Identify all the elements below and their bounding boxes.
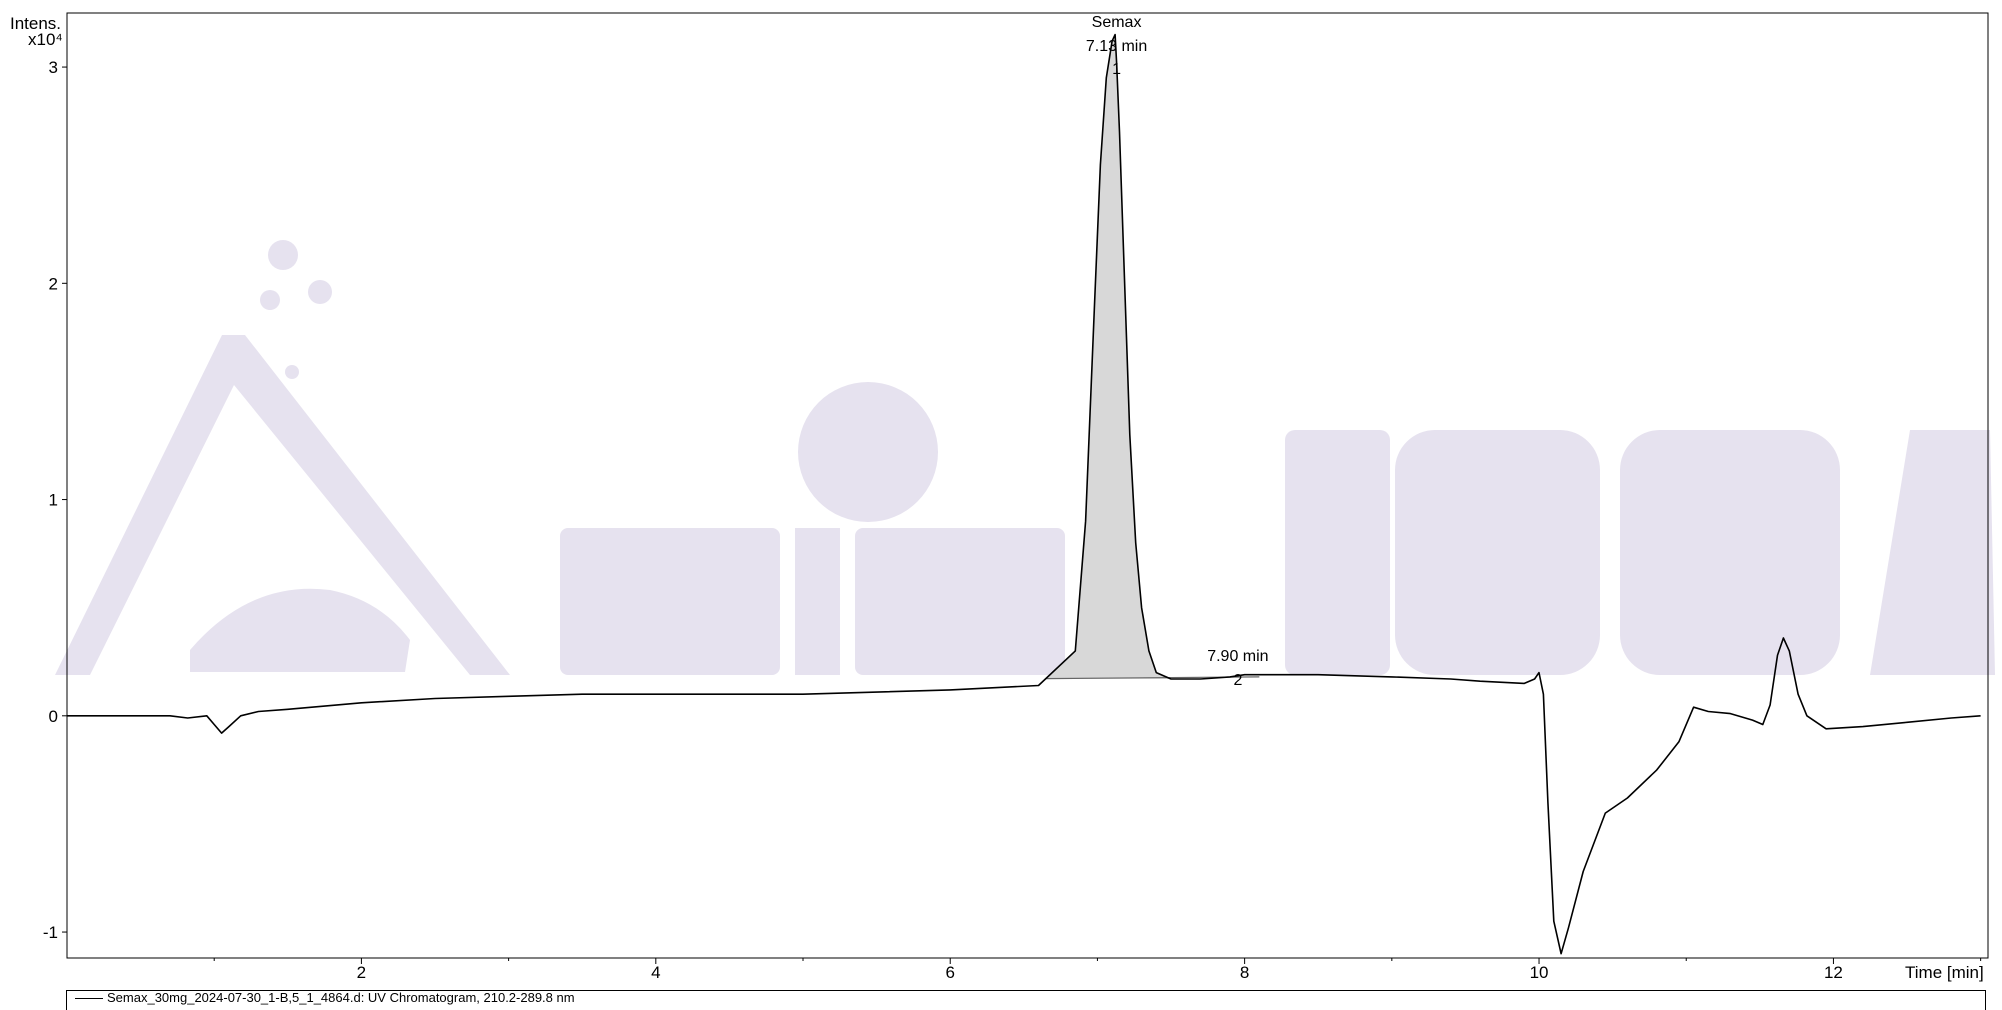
legend-line-swatch	[75, 998, 103, 999]
peak-1-name-label: Semax	[1092, 14, 1142, 31]
legend-series-name: Semax_30mg_2024-07-30_1-B,5_1_4864.d: UV…	[107, 990, 575, 1005]
y-tick-label: 3	[49, 58, 58, 77]
y-tick-label: 1	[49, 491, 58, 510]
plot-frame	[66, 12, 1989, 959]
amino-usa-watermark	[55, 240, 1995, 675]
y-tick-label: 0	[49, 707, 58, 726]
peak-1-number-label: 1	[1112, 61, 1121, 78]
peak-2-number-label: 2	[1233, 672, 1242, 689]
y-axis-label: Intens.	[10, 14, 61, 33]
x-tick-label: 10	[1530, 963, 1549, 982]
y-axis-ticks: -1 0 1 2 3	[43, 58, 67, 942]
trace-layer	[67, 33, 1981, 955]
legend: Semax_30mg_2024-07-30_1-B,5_1_4864.d: UV…	[66, 990, 1986, 1010]
x-tick-label: 6	[945, 963, 954, 982]
y-tick-label: -1	[43, 923, 58, 942]
x-axis-label: Time [min]	[1905, 963, 1984, 982]
series-trace	[67, 33, 1981, 955]
peak-area-layer	[1045, 34, 1260, 680]
y-axis-scale: x10⁴	[28, 30, 63, 49]
x-axis-ticks: 2 4 6 8 10 12	[213, 958, 1982, 982]
x-tick-label: 8	[1240, 963, 1249, 982]
peak-1-area	[1045, 34, 1179, 680]
peak-2-rt-label: 7.90 min	[1207, 648, 1268, 665]
x-tick-label: 2	[357, 963, 366, 982]
x-tick-label: 4	[651, 963, 660, 982]
x-tick-label: 12	[1824, 963, 1843, 982]
peak-1-rt-label: 7.13 min	[1086, 38, 1147, 55]
peak-label-layer: Semax 7.13 min 1 7.90 min 2	[1086, 14, 1269, 689]
y-tick-label: 2	[49, 274, 58, 293]
